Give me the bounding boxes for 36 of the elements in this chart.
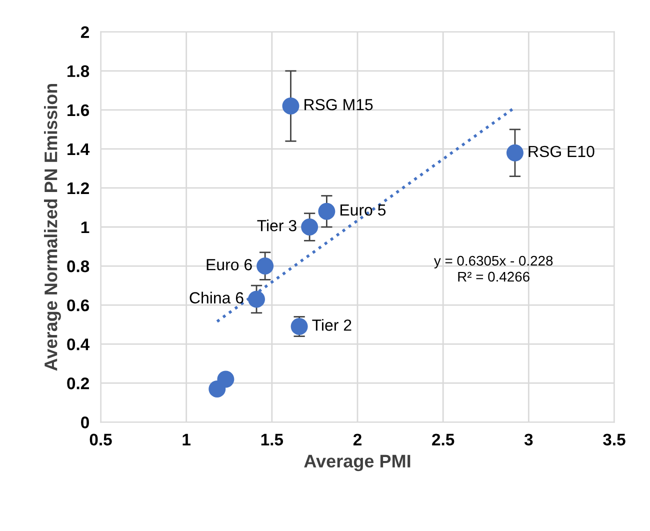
point — [301, 218, 318, 236]
y-tick-label: 0.6 — [67, 299, 90, 312]
y-tick-label: 1.4 — [68, 144, 90, 155]
x-axis-title: Average PMI — [304, 454, 410, 472]
annotation: Euro 5 — [340, 204, 386, 216]
x-tick-label: 3.5 — [603, 434, 626, 446]
x-tick-label: 2 — [353, 434, 362, 446]
annotation: Tier 3 — [257, 220, 296, 232]
point — [318, 202, 336, 220]
point — [290, 318, 308, 336]
y-axis-title: Average Normalized PN Emission — [44, 84, 61, 371]
x-tick-label: 2.5 — [432, 434, 454, 446]
x-tick-label: 1 — [182, 434, 191, 446]
annotation: Tier 2 — [312, 319, 352, 331]
annotation: Euro 6 — [206, 259, 252, 270]
point — [506, 144, 524, 162]
y-tick-label: 0.2 — [67, 378, 89, 390]
y-tick-label: 0.8 — [67, 260, 90, 272]
point — [248, 290, 266, 308]
annotation: y = 0.6305x - 0.228 R² = 0.4266 — [434, 256, 553, 282]
x-tick-label: 0.5 — [90, 434, 112, 446]
x-tick-label: 3 — [524, 434, 533, 446]
annotation: China 6 — [190, 292, 244, 304]
point — [256, 258, 274, 275]
annotation: RSG M15 — [304, 98, 373, 110]
y-tick-label: 1.2 — [68, 182, 89, 194]
y-tick-label: 0 — [81, 416, 89, 428]
point — [217, 370, 234, 388]
point — [282, 98, 300, 115]
y-tick-label: 2 — [80, 26, 89, 38]
x-tick-label: 1.5 — [261, 434, 284, 446]
y-tick-label: 0.4 — [67, 338, 90, 350]
y-tick-label: 1.8 — [68, 65, 90, 78]
y-tick-label: 1 — [81, 222, 90, 234]
annotation: RSG E10 — [528, 146, 594, 158]
y-tick-label: 1.6 — [68, 104, 90, 116]
